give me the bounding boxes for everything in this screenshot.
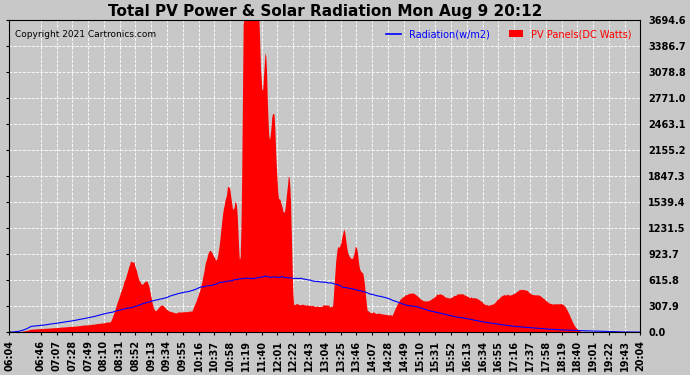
Text: Copyright 2021 Cartronics.com: Copyright 2021 Cartronics.com bbox=[15, 30, 157, 39]
Title: Total PV Power & Solar Radiation Mon Aug 9 20:12: Total PV Power & Solar Radiation Mon Aug… bbox=[108, 4, 542, 19]
Legend: Radiation(w/m2), PV Panels(DC Watts): Radiation(w/m2), PV Panels(DC Watts) bbox=[382, 25, 635, 43]
